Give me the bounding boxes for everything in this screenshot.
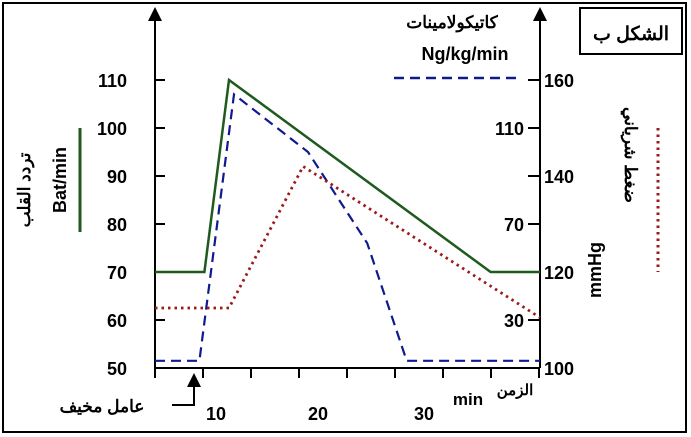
series-line-heart_rate (155, 77, 540, 274)
heart-rate-unit: Bat/min (50, 147, 70, 213)
pressure-label: ضغط شرياني (620, 107, 640, 203)
left-tick-label: 80 (107, 215, 127, 235)
x-axis-ticks: 10 20 30 (154, 368, 540, 424)
series-line-pressure (155, 164, 541, 319)
stimulus-label: عامل مخيف (60, 397, 145, 416)
left-tick-label: 110 (98, 71, 127, 91)
left-tick-label: 70 (107, 263, 127, 283)
figure-frame (2, 2, 687, 433)
stimulus-arrow (172, 373, 201, 406)
x-axis-label: الزمن (497, 382, 533, 399)
pressure-tick-label: 120 (544, 263, 574, 283)
catecholamine-tick-label: 30 (504, 311, 524, 331)
catecholamine-tick-label: 70 (504, 215, 524, 235)
x-axis-unit: min (453, 390, 483, 409)
pressure-tick-label: 140 (544, 167, 574, 187)
heart-rate-label: تردد القلب (15, 152, 35, 227)
series-layer (155, 77, 541, 362)
x-tick-label: 10 (206, 404, 226, 424)
series-line-catecholamines (155, 92, 540, 362)
catecholamine-label: كاتيكولامينات (406, 13, 498, 33)
x-tick-label: 20 (308, 404, 328, 424)
catecholamine-unit: Ng/kg/min (421, 44, 508, 64)
pressure-tick-label: 100 (544, 359, 574, 379)
left-tick-label: 90 (107, 167, 127, 187)
left-tick-label: 60 (107, 311, 127, 331)
left-tick-label: 100 (97, 119, 127, 139)
left-tick-label: 50 (107, 359, 127, 379)
catecholamine-tick-label: 110 (495, 119, 524, 139)
left-axis-ticks: 50 60 70 80 90 100 110 (97, 71, 165, 379)
right-axis-ticks: 100 120 140 160 30 70 110 (495, 71, 574, 379)
x-tick-label: 30 (414, 404, 434, 424)
pressure-tick-label: 160 (544, 71, 574, 91)
title-box (579, 7, 683, 55)
chart-title: الشكل ب (593, 24, 669, 45)
pressure-unit: mmHg (585, 242, 605, 298)
